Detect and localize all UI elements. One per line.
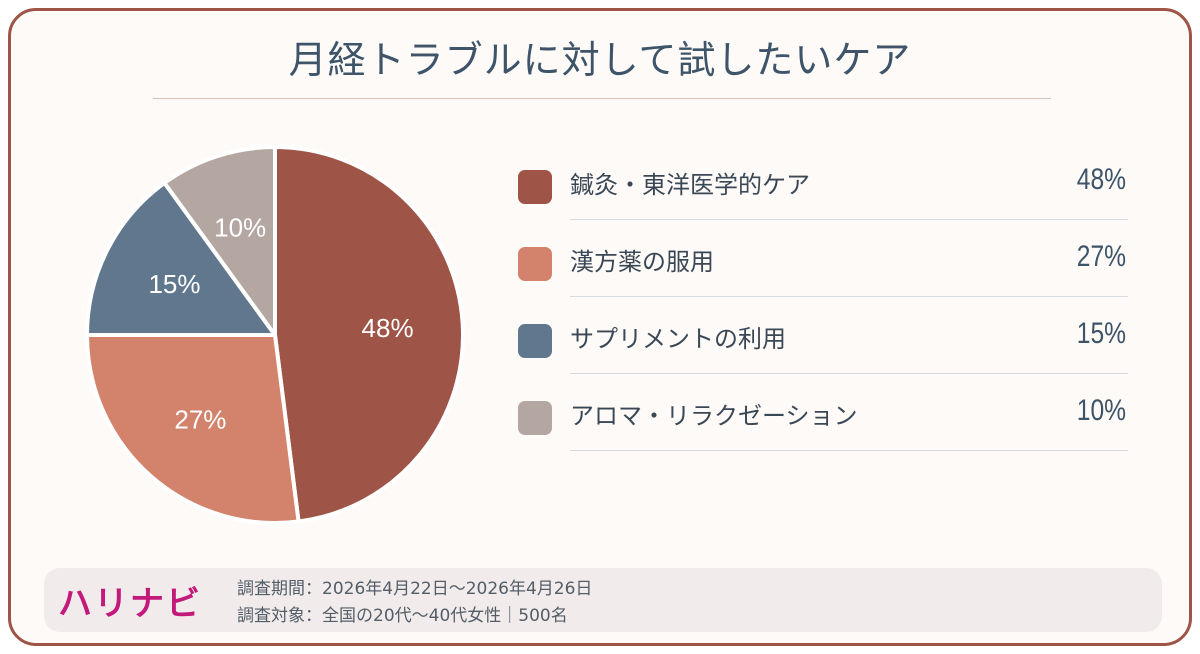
- pie-slice-acupuncture: [273, 145, 466, 524]
- title-divider: [153, 98, 1051, 99]
- legend-divider: [570, 450, 1128, 451]
- legend-item-acupuncture: 鍼灸・東洋医学的ケア 48%: [518, 143, 1128, 220]
- brand-logo: ハリナビ: [58, 584, 202, 624]
- legend-item-kampo: 漢方薬の服用 27%: [518, 220, 1128, 297]
- legend: 鍼灸・東洋医学的ケア 48% 漢方薬の服用 27% サプリメントの利用 15% …: [518, 143, 1128, 451]
- infographic-card: 月経トラブルに対して試したいケア 48% 27% 15% 10% 鍼灸・東洋医学的ケア…: [8, 8, 1192, 646]
- legend-divider: [570, 296, 1128, 297]
- legend-label: アロマ・リラクゼーション: [570, 402, 858, 430]
- pie-slice-label: 15%: [148, 269, 200, 299]
- legend-label: 漢方薬の服用: [570, 248, 714, 276]
- legend-swatch: [518, 170, 552, 204]
- survey-period: 調査期間：2026年4月22日〜2026年4月26日: [237, 579, 593, 599]
- legend-label: サプリメントの利用: [570, 325, 786, 353]
- legend-swatch: [518, 401, 552, 435]
- legend-divider: [570, 219, 1128, 220]
- legend-value: 48%: [1076, 163, 1126, 196]
- legend-value: 27%: [1076, 240, 1126, 273]
- pie-slice-label: 10%: [214, 213, 266, 243]
- legend-item-supplement: サプリメントの利用 15%: [518, 297, 1128, 374]
- legend-divider: [570, 373, 1128, 374]
- legend-label: 鍼灸・東洋医学的ケア: [570, 171, 810, 199]
- pie-slice-kampo: [85, 333, 301, 525]
- legend-swatch: [518, 247, 552, 281]
- chart-title: 月経トラブルに対して試したいケア: [288, 38, 912, 82]
- pie-slice-aroma: [162, 145, 277, 337]
- survey-footer: ハリナビ 調査期間：2026年4月22日〜2026年4月26日 調査対象：全国の…: [44, 568, 1162, 632]
- legend-swatch: [518, 324, 552, 358]
- pie-slice-supplement: [85, 180, 277, 337]
- pie-slice-label: 27%: [174, 405, 226, 435]
- legend-value: 10%: [1076, 394, 1126, 427]
- legend-value: 15%: [1076, 317, 1126, 350]
- pie-slice-label: 48%: [362, 313, 414, 343]
- legend-item-aroma: アロマ・リラクゼーション 10%: [518, 374, 1128, 451]
- pie-chart: 48% 27% 15% 10%: [85, 145, 466, 525]
- survey-target: 調査対象：全国の20代〜40代女性｜500名: [237, 606, 568, 626]
